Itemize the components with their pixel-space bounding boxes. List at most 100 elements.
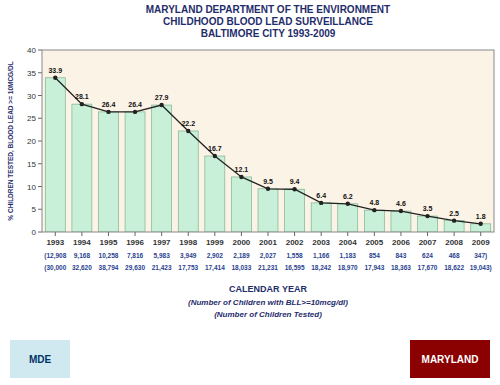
x-tick [188, 232, 189, 236]
x-tick-label: 2007 [419, 238, 437, 247]
y-tick [38, 50, 42, 51]
data-label: 9.4 [290, 178, 300, 185]
line-marker [213, 154, 217, 158]
x-tick-label: 2008 [445, 238, 463, 247]
line-marker [186, 129, 190, 133]
data-label: 16.7 [208, 145, 222, 152]
x-tick-label: 2006 [392, 238, 410, 247]
x-tick [321, 232, 322, 236]
line-marker [452, 218, 456, 222]
row-label: 624 [422, 252, 433, 259]
row-label: 38,794 [99, 264, 119, 272]
row-label: 32,620 [72, 264, 92, 272]
x-tick-label: 2005 [365, 238, 383, 247]
y-tick [38, 186, 42, 187]
line-marker [425, 214, 429, 218]
line-marker [399, 209, 403, 213]
logo-box [410, 340, 490, 378]
y-tick-label: 10 [27, 183, 36, 192]
y-tick [38, 118, 42, 119]
line-marker [133, 110, 137, 114]
bar [258, 189, 278, 232]
y-tick-label: 15 [27, 160, 36, 169]
annotation: MARYLAND [422, 354, 479, 365]
x-tick-label: 2003 [312, 238, 330, 247]
row-label: 18,033 [231, 264, 251, 272]
x-tick [241, 232, 242, 236]
y-tick [38, 232, 42, 233]
x-axis-label: CALENDAR YEAR [229, 284, 307, 294]
data-label: 3.5 [423, 205, 433, 212]
data-label: 6.2 [343, 193, 353, 200]
row-label: 19,043) [470, 264, 492, 272]
row-label: 5,983 [154, 252, 171, 260]
x-tick [55, 232, 56, 236]
x-tick [108, 232, 109, 236]
data-label: 9.5 [263, 178, 273, 185]
row-label: 1,183 [340, 252, 357, 260]
x-tick-label: 2004 [339, 238, 357, 247]
row-label: 16,595 [285, 264, 305, 272]
data-label: 4.8 [369, 199, 379, 206]
y-tick-label: 40 [27, 46, 36, 55]
x-tick-label: 1995 [100, 238, 118, 247]
line-marker [346, 202, 350, 206]
data-label: 33.9 [48, 67, 62, 74]
plot-marks [45, 76, 490, 232]
row-name: (Number of Children Tested) [214, 310, 322, 319]
row-label: 1,166 [313, 252, 330, 260]
bar [205, 156, 225, 232]
data-label: 28.1 [75, 93, 89, 100]
row-label: 1,558 [286, 252, 303, 260]
x-tick [427, 232, 428, 236]
x-tick [81, 232, 82, 236]
data-label: 2.5 [449, 210, 459, 217]
row-label: 2,902 [207, 252, 224, 260]
x-tick-label: 1993 [46, 238, 64, 247]
bar [125, 112, 145, 232]
row-label: 21,231 [258, 264, 278, 272]
data-label: 26.4 [128, 101, 142, 108]
row-label: 18,363 [391, 264, 411, 272]
y-tick [38, 209, 42, 210]
x-tick [454, 232, 455, 236]
row-label: 17,943 [364, 264, 384, 272]
row-name: (Number of Children with BLL>=10mcg/dl) [188, 298, 348, 307]
x-tick-label: 1996 [126, 238, 144, 247]
x-tick-label: 1994 [73, 238, 91, 247]
x-tick [374, 232, 375, 236]
line-marker [53, 76, 57, 80]
row-label: 18,242 [311, 264, 331, 272]
bar [391, 211, 411, 232]
bar [418, 216, 438, 232]
bar [152, 105, 172, 232]
chart-container: MARYLAND DEPARTMENT OF THE ENVIRONMENTCH… [0, 0, 500, 385]
line [55, 78, 480, 224]
y-tick-label: 5 [32, 205, 37, 214]
bar [364, 210, 384, 232]
data-label: 22.2 [181, 120, 195, 127]
row-label: 21,423 [152, 264, 172, 272]
bar [231, 177, 251, 232]
row-label: 854 [369, 252, 380, 259]
x-tick [294, 232, 295, 236]
data-label: 27.9 [155, 94, 169, 101]
chart-svg: MARYLAND DEPARTMENT OF THE ENVIRONMENTCH… [0, 0, 500, 385]
bar [45, 78, 65, 232]
row-label: 17,414 [205, 264, 225, 272]
title: BALTIMORE CITY 1993-2009 [201, 28, 336, 39]
bar [72, 104, 92, 232]
row-label: 17,670 [418, 264, 438, 272]
plot-frame [42, 50, 494, 232]
row-label: 2,189 [233, 252, 250, 260]
line-marker [80, 102, 84, 106]
line-marker [372, 208, 376, 212]
data-label: 6.4 [316, 192, 326, 199]
line-marker [266, 187, 270, 191]
x-tick [268, 232, 269, 236]
title: CHILDHOOD BLOOD LEAD SURVEILLANCE [163, 16, 373, 27]
row-label: 9,168 [74, 252, 91, 260]
x-tick-label: 2001 [259, 238, 277, 247]
row-label: 347) [474, 252, 487, 260]
row-label: 10,258 [99, 252, 119, 260]
